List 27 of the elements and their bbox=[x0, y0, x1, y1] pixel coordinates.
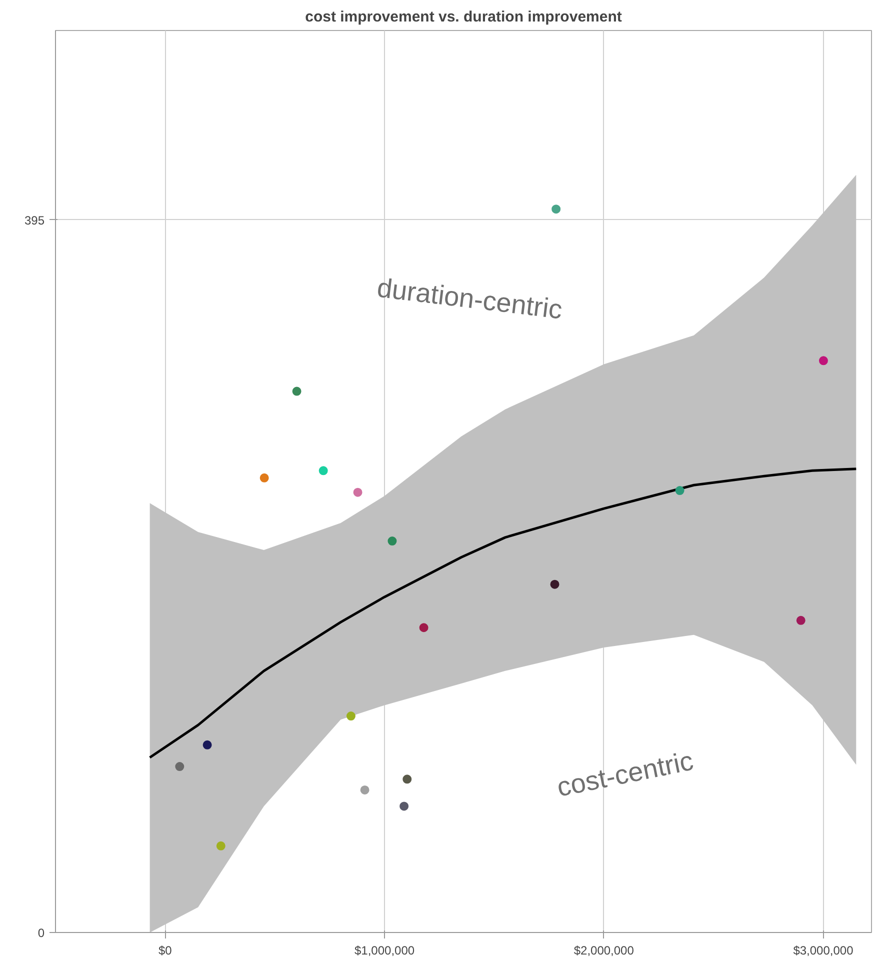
point bbox=[796, 616, 806, 625]
point bbox=[388, 536, 397, 546]
point bbox=[202, 740, 212, 750]
x-tick-label: $3,000,000 bbox=[793, 944, 854, 958]
point bbox=[260, 473, 269, 482]
point bbox=[818, 356, 828, 366]
annotation: duration-centric bbox=[376, 272, 564, 325]
point bbox=[400, 802, 409, 811]
x-tick-label: $2,000,000 bbox=[574, 944, 634, 958]
point bbox=[550, 580, 560, 589]
point bbox=[419, 623, 428, 632]
annotation: cost-centric bbox=[554, 746, 696, 802]
point bbox=[402, 774, 412, 784]
point bbox=[552, 204, 561, 214]
point bbox=[216, 841, 226, 850]
point bbox=[360, 785, 370, 794]
y-tick-label: 0 bbox=[38, 926, 45, 940]
chart-title: cost improvement vs. duration improvement bbox=[305, 8, 622, 26]
point bbox=[292, 386, 302, 396]
y-tick-label: 395 bbox=[24, 213, 45, 228]
x-tick-label: $1,000,000 bbox=[354, 944, 415, 958]
point bbox=[318, 466, 328, 476]
point bbox=[346, 712, 356, 721]
x-tick-label: $0 bbox=[158, 944, 172, 958]
point bbox=[175, 762, 184, 772]
point bbox=[675, 486, 684, 496]
point bbox=[353, 488, 362, 497]
